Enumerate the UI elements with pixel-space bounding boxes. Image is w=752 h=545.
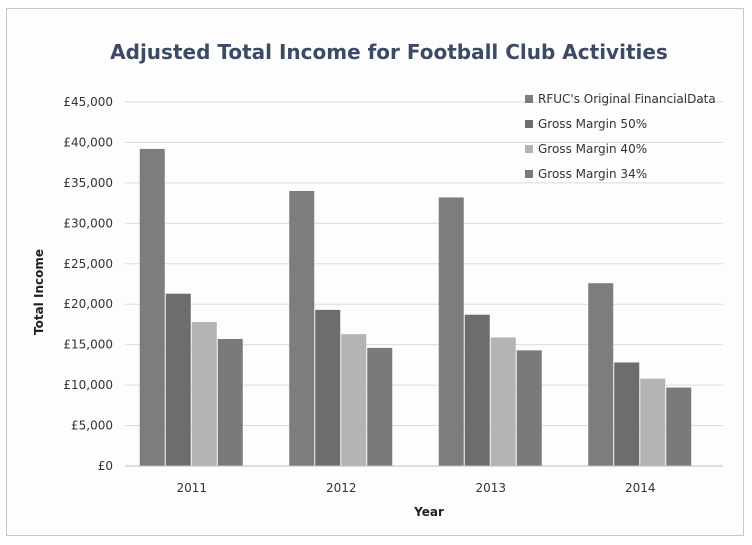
legend-swatch xyxy=(525,120,533,128)
y-tick-label: £10,000 xyxy=(63,378,113,392)
bar xyxy=(588,283,614,466)
y-tick-label: £35,000 xyxy=(63,176,113,190)
bar xyxy=(666,387,692,466)
bar xyxy=(438,197,464,466)
y-tick-label: £25,000 xyxy=(63,257,113,271)
x-tick-label: 2014 xyxy=(625,481,656,495)
y-tick-label: £45,000 xyxy=(63,95,113,109)
bar xyxy=(289,190,315,466)
legend-label: Gross Margin 34% xyxy=(538,167,647,181)
bar xyxy=(367,347,393,466)
x-tick-label: 2011 xyxy=(176,481,207,495)
bar xyxy=(614,362,640,466)
y-tick-label: £40,000 xyxy=(63,135,113,149)
bar xyxy=(165,293,191,466)
y-tick-label: £30,000 xyxy=(63,216,113,230)
legend-swatch xyxy=(525,95,533,103)
bar xyxy=(139,148,165,466)
legend-label: RFUC's Original FinancialData xyxy=(538,92,716,106)
legend: RFUC's Original FinancialData Gross Margi… xyxy=(525,92,716,181)
chart-frame: Adjusted Total Income for Football Club … xyxy=(6,8,744,536)
legend-label: Gross Margin 50% xyxy=(538,117,647,131)
bar xyxy=(490,337,516,466)
x-tick-label: 2013 xyxy=(475,481,506,495)
x-axis-title: Year xyxy=(413,505,444,519)
y-tick-label: £0 xyxy=(98,459,113,473)
y-axis-title: Total Income xyxy=(32,249,46,335)
y-axis-ticks: £0 £5,000 £10,000 £15,000 £20,000 £25,000 £30,… xyxy=(63,95,113,473)
y-tick-label: £5,000 xyxy=(71,419,113,433)
legend-swatch xyxy=(525,145,533,153)
chart-title: Adjusted Total Income for Football Club … xyxy=(110,40,668,64)
chart-svg: Adjusted Total Income for Football Club … xyxy=(32,40,723,519)
bar xyxy=(217,339,243,466)
bar xyxy=(191,322,217,466)
x-tick-label: 2012 xyxy=(326,481,357,495)
legend-label: Gross Margin 40% xyxy=(538,142,647,156)
y-tick-label: £20,000 xyxy=(63,297,113,311)
bar xyxy=(315,309,341,466)
bar xyxy=(640,378,666,466)
bar xyxy=(516,350,542,466)
legend-swatch xyxy=(525,170,533,178)
bars xyxy=(139,148,692,466)
y-tick-label: £15,000 xyxy=(63,338,113,352)
bar xyxy=(341,334,367,466)
bar xyxy=(464,314,490,466)
x-axis-ticks: 2011 2012 2013 2014 xyxy=(176,481,655,495)
